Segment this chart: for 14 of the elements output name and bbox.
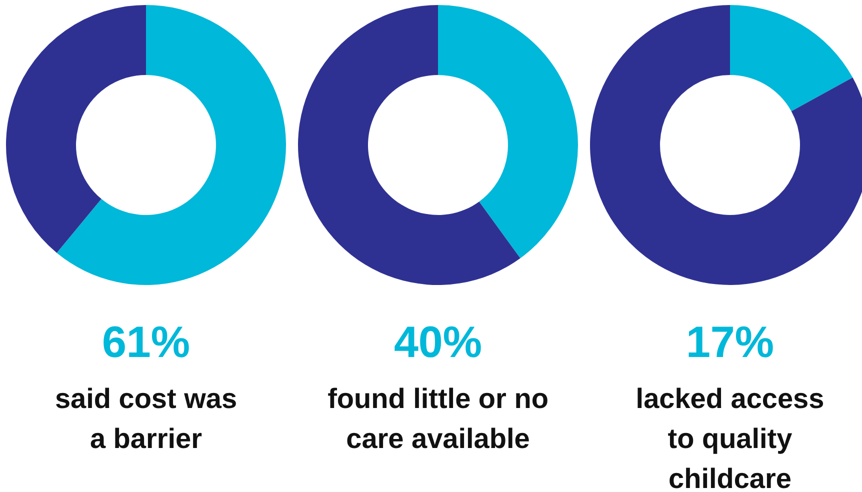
text: said cost was: [54, 383, 238, 414]
text: childcare: [668, 463, 792, 492]
text: to quality: [668, 423, 793, 454]
donut-slice: [56, 5, 286, 285]
text: 40%: [394, 318, 482, 367]
donut-slice: [298, 5, 520, 285]
donut-slice: [438, 5, 578, 258]
text: care available: [346, 423, 530, 454]
text: a barrier: [90, 423, 202, 454]
text: 17%: [686, 318, 774, 367]
donut-slice: [6, 5, 146, 253]
text: lacked access: [636, 383, 824, 414]
text: 61%: [102, 318, 190, 367]
text: found little or no: [328, 383, 548, 414]
